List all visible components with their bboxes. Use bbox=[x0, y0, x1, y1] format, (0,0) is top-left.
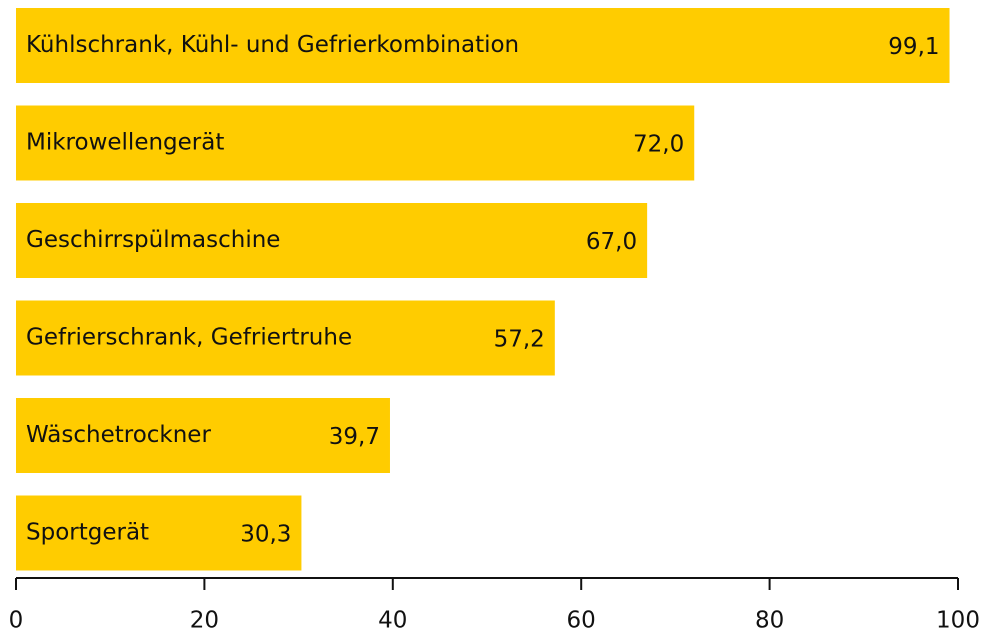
bar bbox=[16, 105, 695, 181]
value-label: 72,0 bbox=[633, 132, 684, 158]
category-label: Geschirrspülmaschine bbox=[26, 227, 280, 253]
category-label: Sportgerät bbox=[26, 520, 149, 546]
value-label: 30,3 bbox=[240, 522, 291, 548]
category-label: Wäschetrockner bbox=[26, 422, 211, 448]
value-label: 67,0 bbox=[586, 229, 637, 255]
category-label: Mikrowellengerät bbox=[26, 130, 224, 156]
category-label: Kühlschrank, Kühl- und Gefrierkombinatio… bbox=[26, 32, 519, 58]
bar bbox=[16, 203, 648, 278]
value-label: 57,2 bbox=[494, 327, 545, 353]
x-tick-label: 40 bbox=[378, 608, 407, 634]
x-tick-label: 0 bbox=[9, 608, 24, 634]
value-label: 39,7 bbox=[329, 424, 380, 450]
bar bbox=[16, 398, 390, 473]
value-label: 99,1 bbox=[888, 34, 939, 60]
x-tick-label: 80 bbox=[755, 608, 784, 634]
bar bbox=[16, 495, 302, 571]
x-tick-label: 100 bbox=[936, 608, 980, 634]
category-label: Gefrierschrank, Gefriertruhe bbox=[26, 325, 352, 351]
bar bbox=[16, 300, 555, 376]
bar bbox=[16, 8, 950, 83]
x-tick-label: 60 bbox=[567, 608, 596, 634]
x-tick-label: 20 bbox=[190, 608, 219, 634]
